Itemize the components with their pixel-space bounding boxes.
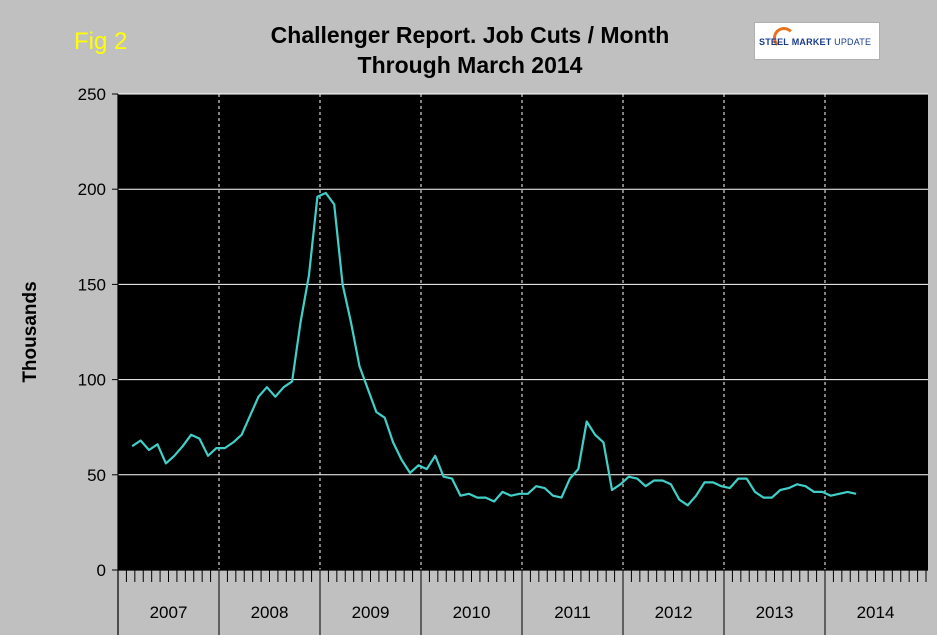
year-label: 2012 [655,603,693,622]
year-label: 2007 [150,603,188,622]
plot-area [118,94,928,570]
y-tick-label: 200 [78,180,106,199]
y-tick-label: 250 [78,85,106,104]
y-axis-label: Thousands [20,281,41,383]
y-tick-label: 50 [87,466,106,485]
logo-word-steel: STEEL [759,37,790,47]
year-label: 2010 [453,603,491,622]
logo-arc-icon [773,27,795,49]
y-axis: 0 50 100 150 200 250 [78,85,118,580]
x-axis: 2007 2008 2009 2010 2011 2012 2013 2014 [117,94,928,635]
chart-title: Challenger Report. Job Cuts / Month Thro… [200,20,740,80]
year-label: 2009 [352,603,390,622]
logo-word-update: UPDATE [834,37,872,47]
year-label: 2013 [756,603,794,622]
year-label: 2011 [554,603,591,622]
gridlines [118,93,928,570]
steel-market-update-logo: STEEL MARKET UPDATE [754,22,880,60]
y-tick-label: 100 [78,371,106,390]
year-label: 2014 [857,603,895,622]
logo-word-market: MARKET [791,37,832,47]
year-label: 2008 [251,603,289,622]
logo-text: STEEL MARKET UPDATE [759,37,877,47]
y-tick-label: 0 [97,561,106,580]
y-tick-label: 150 [78,275,106,294]
chart-title-line1: Challenger Report. Job Cuts / Month [270,22,670,48]
figure-label: Fig 2 [74,28,128,55]
job-cuts-series-line [131,191,857,507]
chart-subtitle: Through March 2014 [357,52,583,78]
